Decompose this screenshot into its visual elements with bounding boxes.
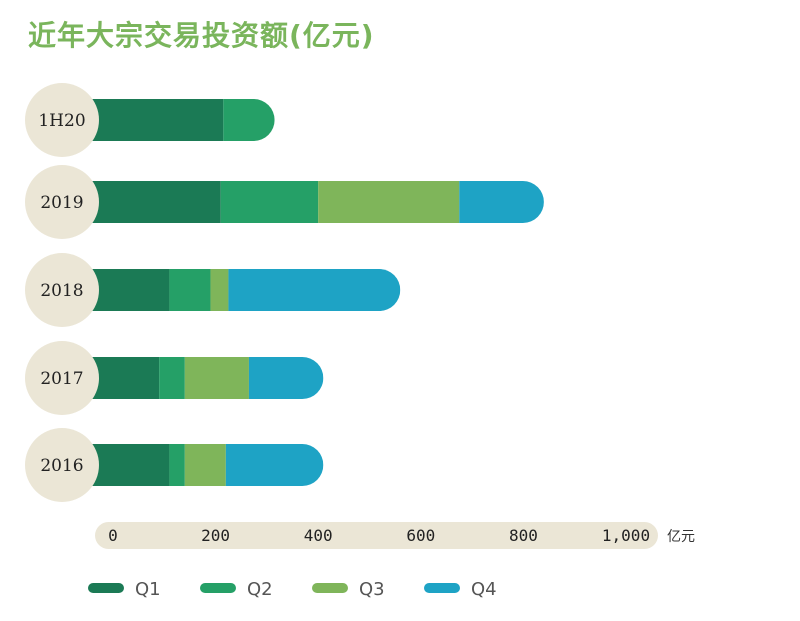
category-label: 2016: [40, 456, 83, 476]
category-badge: [25, 165, 99, 239]
legend-swatch-Q4: [424, 583, 460, 593]
chart-title: 近年大宗交易投资额(亿元): [28, 19, 375, 52]
x-tick-label: 200: [201, 526, 230, 545]
x-tick-label: 600: [406, 526, 435, 545]
legend-swatch-Q1: [88, 583, 124, 593]
bar-2017-Q4: [248, 357, 324, 399]
category-badge: [25, 253, 99, 327]
bar-2017-Q3: [184, 357, 249, 399]
legend-label-Q1: Q1: [135, 579, 161, 600]
bar-1H20-Q2: [223, 99, 275, 141]
legend-label-Q2: Q2: [247, 579, 273, 600]
x-tick-label: 0: [108, 526, 118, 545]
legend-label-Q4: Q4: [471, 579, 497, 600]
x-tick-label: 800: [509, 526, 538, 545]
x-tick-label: 1,000: [602, 526, 650, 545]
bar-2019-Q2: [220, 181, 319, 223]
category-label: 1H20: [38, 111, 85, 131]
bar-2019-Q3: [318, 181, 460, 223]
bar-2019-Q4: [459, 181, 544, 223]
category-label: 2019: [40, 193, 83, 213]
legend-label-Q3: Q3: [359, 579, 385, 600]
bar-2018-Q2: [169, 269, 211, 311]
category-badge: [25, 83, 99, 157]
x-axis-unit: 亿元: [667, 529, 695, 545]
bar-2016-Q4: [225, 444, 324, 486]
category-badge: [25, 341, 99, 415]
category-badge: [25, 428, 99, 502]
legend-swatch-Q2: [200, 583, 236, 593]
x-tick-label: 400: [304, 526, 333, 545]
legend-swatch-Q3: [312, 583, 348, 593]
bar-2016-Q3: [184, 444, 226, 486]
bar-2018-Q3: [210, 269, 229, 311]
category-label: 2017: [40, 369, 83, 389]
category-label: 2018: [40, 281, 83, 301]
x-axis-band: [95, 522, 658, 549]
bar-2017-Q2: [159, 357, 185, 399]
bar-2016-Q2: [169, 444, 185, 486]
bar-2018-Q4: [228, 269, 401, 311]
